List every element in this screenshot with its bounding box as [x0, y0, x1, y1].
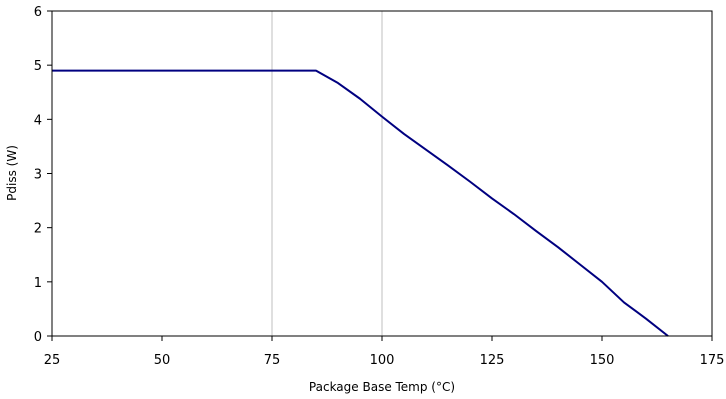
x-tick-label-5: 150: [590, 353, 615, 368]
x-axis-label: Package Base Temp (°C): [309, 380, 455, 394]
y-tick-label-6: 6: [34, 5, 42, 20]
x-tick-label-1: 50: [154, 353, 171, 368]
x-tick-label-6: 175: [700, 353, 725, 368]
x-tick-label-2: 75: [264, 353, 281, 368]
y-tick-label-5: 5: [34, 59, 42, 74]
y-tick-label-0: 0: [34, 330, 42, 345]
y-axis-ticks: 0 1 2 3 4 5 6: [34, 5, 52, 345]
y-axis-label: Pdiss (W): [5, 145, 19, 201]
x-tick-label-3: 100: [370, 353, 395, 368]
y-tick-label-3: 3: [34, 168, 42, 183]
y-tick-label-4: 4: [34, 113, 42, 128]
series-line-0: [52, 69, 669, 337]
series-layer: [52, 69, 669, 337]
x-axis-ticks: 25 50 75 100 125 150 175: [44, 336, 725, 368]
x-tick-label-0: 25: [44, 353, 61, 368]
grid-layer: [271, 11, 383, 336]
x-tick-label-4: 125: [480, 353, 505, 368]
y-tick-label-2: 2: [34, 222, 42, 237]
y-tick-label-1: 1: [34, 276, 42, 291]
